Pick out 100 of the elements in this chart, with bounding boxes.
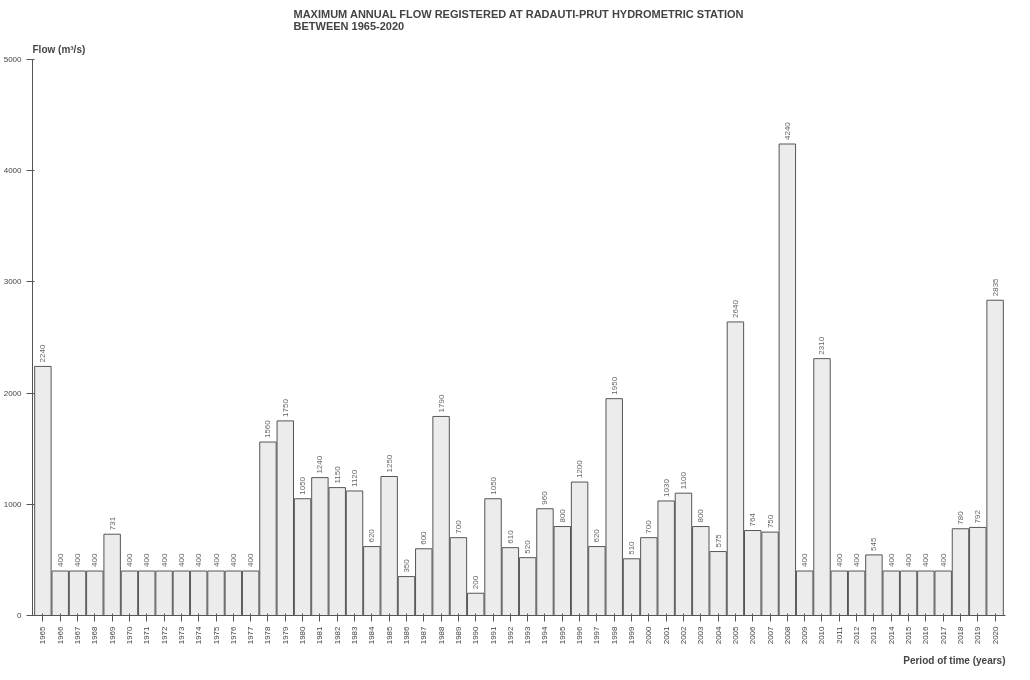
data-label: 400	[55, 553, 65, 568]
data-label: 764	[748, 512, 758, 527]
data-label: 2310	[817, 336, 827, 355]
x-tick-label: 1987	[419, 625, 429, 645]
x-tick-label: 2007	[765, 625, 775, 645]
data-label: 400	[73, 553, 83, 568]
data-label: 520	[523, 539, 533, 554]
x-tick-label: 1981	[315, 625, 325, 645]
data-label: 400	[246, 553, 256, 568]
data-label: 1750	[280, 398, 290, 417]
x-tick-label: 1965	[38, 625, 48, 645]
x-tick-label: 1990	[471, 625, 481, 645]
data-label: 620	[367, 528, 377, 543]
x-tick-label: 1976	[228, 625, 238, 645]
y-tick-label: 0	[17, 611, 23, 620]
data-label: 400	[211, 553, 221, 568]
data-label: 400	[228, 553, 238, 568]
data-label: 1050	[298, 476, 308, 495]
x-tick-label: 1978	[263, 625, 273, 645]
data-label: 2240	[38, 344, 48, 363]
x-tick-label: 2014	[886, 625, 896, 645]
data-label: 731	[107, 516, 117, 531]
x-tick-label: 1977	[246, 625, 256, 645]
x-tick-label: 2006	[748, 625, 758, 645]
data-label: 1030	[661, 478, 671, 497]
x-tick-label: 1988	[436, 625, 446, 645]
x-tick-label: 1983	[350, 625, 360, 645]
y-tick-label: 5000	[3, 55, 23, 64]
data-label: 1100	[678, 471, 688, 490]
x-tick-label: 2015	[904, 625, 914, 645]
data-label: 700	[644, 519, 654, 534]
data-label: 1790	[436, 394, 446, 413]
data-label: 1120	[350, 469, 360, 487]
x-tick-label: 1986	[401, 625, 411, 645]
data-label: 960	[540, 490, 550, 505]
data-label: 1050	[488, 476, 498, 495]
data-label: 1950	[609, 376, 619, 395]
data-label: 610	[505, 529, 515, 544]
data-label: 800	[557, 508, 567, 523]
data-label: 510	[627, 540, 637, 555]
data-label: 792	[973, 509, 983, 524]
data-label: 1150	[332, 465, 342, 484]
data-label: 700	[453, 519, 463, 534]
x-tick-label: 1972	[159, 625, 169, 645]
x-tick-label: 1985	[384, 625, 394, 645]
x-tick-label: 1989	[453, 625, 463, 645]
y-tick-label: 2000	[3, 388, 23, 398]
x-tick-label: 1966	[55, 625, 65, 645]
x-tick-label: 1999	[627, 625, 637, 645]
data-label: 1240	[315, 455, 325, 474]
x-tick-label: 1995	[557, 625, 567, 645]
data-label: 400	[90, 553, 100, 568]
data-label: 400	[124, 553, 134, 568]
x-tick-label: 1994	[540, 625, 550, 645]
x-tick-label: 1975	[211, 625, 221, 645]
x-tick-label: 1971	[142, 625, 152, 645]
y-axis-title: Flow (m³/s)	[32, 43, 86, 55]
data-label: 400	[159, 553, 169, 568]
data-label: 1200	[575, 459, 585, 479]
x-tick-label: 2017	[938, 625, 948, 645]
x-tick-label: 1984	[367, 625, 377, 645]
x-tick-label: 2003	[696, 625, 706, 645]
data-label: 400	[834, 553, 844, 568]
x-tick-label: 2008	[782, 625, 792, 645]
data-label: 575	[713, 533, 723, 548]
x-tick-label: 2012	[852, 625, 862, 645]
x-tick-label: 2013	[869, 625, 879, 645]
x-tick-label: 2000	[644, 625, 654, 645]
x-tick-label: 1997	[592, 625, 602, 645]
data-label: 200	[471, 575, 481, 590]
data-label: 400	[142, 553, 152, 568]
x-tick-label: 1998	[609, 625, 619, 645]
y-tick-label: 3000	[3, 277, 23, 287]
data-label: 750	[765, 514, 775, 529]
data-label: 400	[852, 553, 862, 568]
y-tick-label: 4000	[3, 166, 23, 176]
data-label: 400	[194, 553, 204, 568]
data-label: 4240	[782, 121, 792, 141]
x-tick-label: 2019	[973, 625, 983, 645]
data-label: 780	[955, 510, 965, 525]
data-label: 400	[921, 553, 931, 568]
x-tick-label: 2011	[834, 625, 844, 644]
x-axis-title: Period of time (years)	[903, 654, 1006, 666]
x-tick-label: 1968	[90, 625, 100, 645]
data-label: 1560	[263, 419, 273, 439]
chart-title: MAXIMUM ANNUAL FLOW REGISTERED AT RADAUTI-PRUT HYDROMETRIC STATION BETWEEN 1965-2020	[293, 7, 744, 32]
data-label: 1250	[384, 454, 394, 473]
data-label: 400	[176, 553, 186, 568]
x-tick-label: 2009	[800, 625, 810, 645]
x-tick-label: 2016	[921, 625, 931, 645]
data-label: 620	[592, 528, 602, 543]
y-tick-label: 1000	[3, 499, 23, 509]
x-tick-label: 1982	[332, 625, 342, 645]
x-tick-label: 1967	[73, 625, 83, 645]
x-tick-label: 1974	[194, 625, 204, 645]
x-tick-label: 2010	[817, 625, 827, 645]
x-tick-label: 1970	[124, 625, 134, 645]
x-tick-label: 2002	[678, 625, 688, 645]
x-tick-label: 1991	[488, 625, 498, 645]
x-tick-label: 1996	[575, 625, 585, 645]
